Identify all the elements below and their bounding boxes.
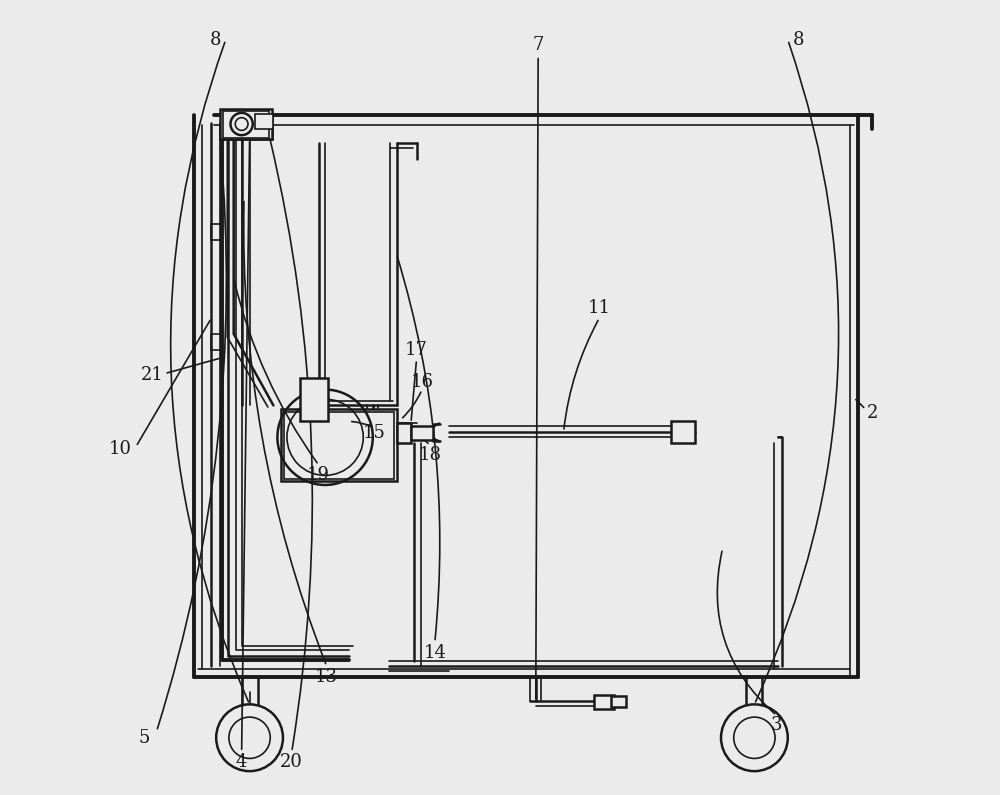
Text: 8: 8 <box>792 31 804 48</box>
Bar <box>223 111 269 138</box>
Bar <box>255 114 273 129</box>
Text: 10: 10 <box>108 440 131 458</box>
Text: 18: 18 <box>419 446 442 463</box>
Bar <box>411 426 433 440</box>
Bar <box>211 334 222 350</box>
Bar <box>671 421 695 443</box>
Bar <box>220 109 272 139</box>
Text: 3: 3 <box>771 716 782 734</box>
Text: 17: 17 <box>405 341 428 359</box>
Text: 8: 8 <box>210 31 221 48</box>
Bar <box>281 409 397 481</box>
Text: 4: 4 <box>236 753 247 770</box>
Text: 7: 7 <box>532 37 544 54</box>
Bar <box>397 423 411 443</box>
Text: 5: 5 <box>138 729 150 747</box>
Bar <box>594 695 614 709</box>
Text: 16: 16 <box>411 373 434 390</box>
Text: 19: 19 <box>307 467 330 484</box>
Text: 2: 2 <box>866 405 878 422</box>
Text: 11: 11 <box>588 300 611 317</box>
Text: 14: 14 <box>423 645 446 662</box>
Text: 21: 21 <box>140 366 163 384</box>
Text: 15: 15 <box>363 425 386 442</box>
Bar <box>284 412 394 479</box>
Text: 20: 20 <box>280 753 303 770</box>
Bar <box>300 378 328 421</box>
Bar <box>611 696 626 707</box>
Text: 13: 13 <box>315 669 338 686</box>
Bar <box>211 224 222 240</box>
